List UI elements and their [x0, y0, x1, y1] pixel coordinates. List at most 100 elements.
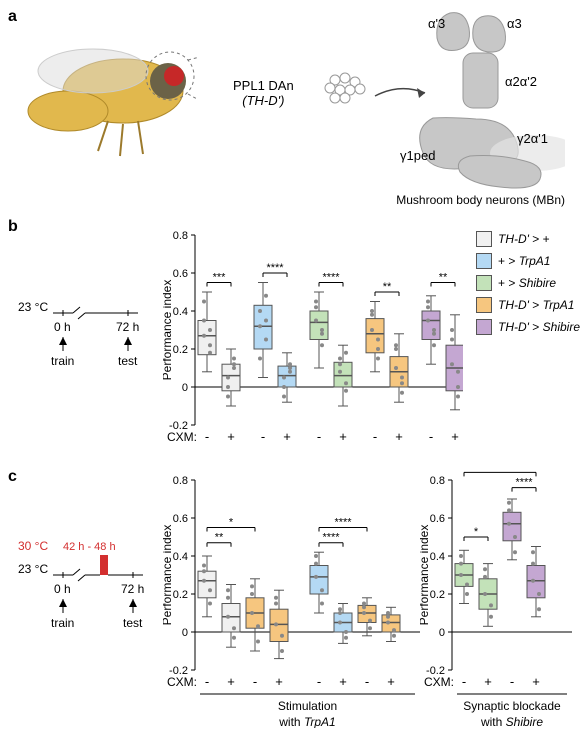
svg-text:***: ***: [213, 272, 227, 284]
svg-text:Performance index: Performance index: [163, 525, 174, 626]
panel-b-label: b: [8, 218, 18, 235]
svg-text:-: -: [462, 674, 466, 689]
svg-text:with Shibire: with Shibire: [480, 715, 543, 728]
svg-text:****: ****: [322, 532, 340, 544]
svg-text:-: -: [317, 429, 321, 444]
legend-swatch: [476, 319, 492, 335]
fly-illustration: [8, 16, 198, 176]
legend: TH-D' > ++ > TrpA1+ > ShibireTH-D' > Trp…: [476, 228, 580, 338]
svg-text:+: +: [387, 674, 395, 689]
panel-b: b 23 °C 0 h 72 h train test -0.200.20.40…: [8, 218, 580, 468]
svg-text:0.6: 0.6: [173, 268, 188, 280]
svg-text:72 h: 72 h: [121, 582, 144, 596]
svg-text:-: -: [510, 674, 514, 689]
svg-text:-: -: [317, 674, 321, 689]
lobe-a3prime: α'3: [428, 16, 445, 31]
svg-text:23 °C: 23 °C: [18, 562, 48, 576]
svg-text:+: +: [275, 674, 283, 689]
panel-b-chart: -0.200.20.40.60.8Performance index******…: [163, 223, 463, 453]
svg-text:+: +: [227, 429, 235, 444]
legend-label: + > TrpA1: [498, 250, 550, 272]
legend-swatch: [476, 231, 492, 247]
svg-text:0.4: 0.4: [173, 551, 188, 563]
panel-c-chart-left: -0.200.20.40.60.8Performance index******…: [163, 468, 423, 728]
svg-text:+: +: [339, 429, 347, 444]
mushroom-body-illustration: α'3 α3 α2α'2 γ1ped γ2α'1: [305, 8, 565, 198]
lobe-a2a2prime: α2α'2: [505, 74, 537, 89]
legend-item: + > TrpA1: [476, 250, 580, 272]
svg-text:+: +: [484, 674, 492, 689]
svg-text:42 h - 48 h: 42 h - 48 h: [63, 541, 116, 553]
svg-text:*: *: [474, 526, 479, 538]
legend-item: TH-D' > TrpA1: [476, 294, 580, 316]
legend-swatch: [476, 253, 492, 269]
svg-text:0: 0: [182, 382, 188, 394]
svg-text:test: test: [118, 354, 138, 368]
legend-label: TH-D' > TrpA1: [498, 294, 574, 316]
svg-text:CXM:: CXM:: [167, 675, 197, 689]
svg-text:0 h: 0 h: [54, 582, 71, 596]
lobe-a3: α3: [507, 16, 522, 31]
svg-text:72 h: 72 h: [116, 320, 139, 334]
svg-text:-: -: [429, 429, 433, 444]
panel-c-chart-right: -0.200.20.40.60.8Performance index******…: [420, 468, 575, 728]
ppl1-line1: PPL1 DAn: [233, 78, 294, 93]
legend-label: TH-D' > Shibire: [498, 316, 580, 338]
legend-item: TH-D' > Shibire: [476, 316, 580, 338]
svg-text:CXM:: CXM:: [424, 675, 454, 689]
svg-text:0.2: 0.2: [173, 344, 188, 356]
svg-text:23 °C: 23 °C: [18, 300, 48, 314]
panel-c-label: c: [8, 468, 17, 485]
mb-caption: Mushroom body neurons (MBn): [396, 193, 565, 207]
svg-text:+: +: [532, 674, 540, 689]
legend-label: + > Shibire: [498, 272, 556, 294]
svg-text:+: +: [227, 674, 235, 689]
svg-text:-: -: [205, 429, 209, 444]
svg-text:0.4: 0.4: [173, 306, 188, 318]
svg-text:+: +: [339, 674, 347, 689]
svg-text:0.4: 0.4: [430, 551, 445, 563]
ppl1-line2: (TH-D'): [233, 93, 294, 108]
lobe-g1ped: γ1ped: [400, 148, 435, 163]
svg-text:-: -: [253, 674, 257, 689]
panel-a: a PPL1 DAn (TH-D'): [8, 8, 580, 218]
svg-text:+: +: [395, 429, 403, 444]
svg-text:****: ****: [515, 477, 533, 489]
svg-text:Performance index: Performance index: [420, 525, 431, 626]
panel-c-timeline: 30 °C 42 h - 48 h 23 °C 0 h 72 h train t…: [18, 538, 163, 648]
svg-text:0: 0: [439, 627, 445, 639]
svg-text:-: -: [365, 674, 369, 689]
svg-text:0.6: 0.6: [430, 513, 445, 525]
svg-text:*: *: [229, 517, 234, 529]
svg-text:**: **: [215, 532, 224, 544]
svg-text:test: test: [123, 616, 143, 630]
svg-text:CXM:: CXM:: [167, 430, 197, 444]
svg-text:****: ****: [322, 272, 340, 284]
svg-text:****: ****: [491, 468, 509, 473]
svg-text:with TrpA1: with TrpA1: [278, 715, 335, 728]
svg-text:30 °C: 30 °C: [18, 539, 48, 553]
svg-text:-: -: [205, 674, 209, 689]
legend-label: TH-D' > +: [498, 228, 550, 250]
svg-text:Synaptic blockade: Synaptic blockade: [463, 699, 561, 713]
panel-b-timeline: 23 °C 0 h 72 h train test: [18, 293, 158, 388]
legend-swatch: [476, 297, 492, 313]
svg-text:**: **: [439, 272, 448, 284]
svg-text:0.8: 0.8: [173, 475, 188, 487]
svg-text:0.2: 0.2: [173, 589, 188, 601]
svg-text:train: train: [51, 354, 74, 368]
svg-text:+: +: [451, 429, 459, 444]
svg-text:****: ****: [266, 262, 284, 274]
svg-text:train: train: [51, 616, 74, 630]
lobe-g2a1prime: γ2α'1: [517, 131, 548, 146]
svg-text:-: -: [373, 429, 377, 444]
ppl1-label: PPL1 DAn (TH-D'): [233, 78, 294, 108]
legend-item: + > Shibire: [476, 272, 580, 294]
svg-text:**: **: [383, 281, 392, 293]
svg-text:****: ****: [334, 517, 352, 529]
svg-text:Performance index: Performance index: [163, 280, 174, 381]
svg-text:0.8: 0.8: [173, 230, 188, 242]
svg-text:Stimulation: Stimulation: [278, 699, 337, 713]
svg-text:0.8: 0.8: [430, 475, 445, 487]
legend-item: TH-D' > +: [476, 228, 580, 250]
